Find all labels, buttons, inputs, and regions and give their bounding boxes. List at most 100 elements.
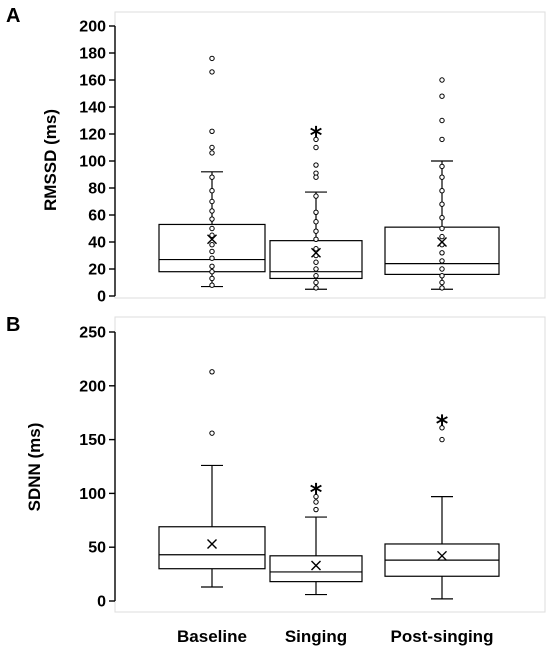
data-point	[313, 136, 319, 143]
data-point	[313, 273, 319, 279]
data-point	[439, 436, 445, 443]
y-tick-label: 0	[97, 289, 106, 306]
data-point	[313, 209, 319, 216]
data-point	[209, 150, 215, 156]
x-category-label-singing: Singing	[285, 627, 347, 646]
data-point	[209, 55, 215, 62]
data-point	[209, 282, 215, 288]
y-tick-label: 140	[79, 100, 106, 117]
data-point	[313, 236, 319, 243]
y-tick-label: 40	[88, 235, 106, 252]
data-point	[313, 228, 319, 234]
box-post-singing: *	[384, 410, 500, 600]
box-singing: *	[269, 479, 363, 596]
data-point	[313, 144, 319, 151]
box-baseline	[158, 55, 266, 288]
box-baseline	[158, 369, 266, 588]
data-point	[313, 506, 319, 513]
data-point	[439, 285, 445, 291]
y-tick-label: 100	[79, 154, 106, 171]
data-point	[439, 174, 445, 180]
data-point	[439, 225, 445, 232]
data-point	[439, 250, 445, 256]
data-point	[209, 188, 215, 194]
mean-marker-stroke	[207, 538, 217, 549]
y-axis-title-a: RMSSD (ms)	[41, 109, 60, 211]
data-point	[313, 493, 319, 500]
mean-marker-stroke	[437, 550, 447, 561]
mean-marker	[207, 234, 217, 245]
mean-marker-stroke	[311, 247, 321, 258]
panel-a-plot: 0 20 40 60 80 100 120 140 160 180 200 *	[79, 11, 546, 306]
mean-marker	[437, 237, 447, 247]
data-point	[313, 174, 319, 180]
data-point	[209, 255, 215, 261]
data-point	[439, 117, 445, 124]
data-point	[439, 425, 445, 431]
data-point	[209, 174, 215, 180]
box-singing: *	[269, 121, 363, 291]
y-tick-label: 150	[79, 432, 106, 449]
x-category-label-baseline: Baseline	[177, 627, 247, 646]
data-point	[439, 163, 445, 170]
y-tick-label: 250	[79, 325, 106, 342]
data-point	[209, 225, 215, 232]
y-tick-label: 160	[79, 73, 106, 90]
data-point	[209, 144, 215, 151]
significance-star: *	[436, 410, 449, 438]
data-point	[313, 193, 319, 199]
y-tick-label: 0	[97, 594, 106, 611]
mean-marker-stroke	[207, 234, 217, 245]
panel-frame	[114, 316, 546, 613]
data-point	[439, 258, 445, 264]
data-point	[209, 242, 215, 248]
y-tick-label: 60	[88, 208, 106, 225]
data-point	[439, 77, 445, 83]
data-point	[209, 369, 215, 375]
panel-label-b: B	[6, 314, 20, 336]
data-point	[209, 232, 215, 238]
data-point	[313, 246, 319, 252]
mean-marker-stroke	[437, 237, 447, 247]
y-tick-label: 200	[79, 378, 106, 395]
mean-marker	[437, 550, 447, 561]
data-point	[209, 69, 215, 75]
data-point	[209, 216, 215, 222]
x-category-label-post-singing: Post-singing	[391, 627, 494, 646]
data-point	[313, 219, 319, 225]
data-point	[313, 162, 319, 168]
mean-marker	[207, 538, 217, 549]
data-point	[439, 136, 445, 143]
y-tick-label: 180	[79, 46, 106, 63]
data-point	[439, 215, 445, 221]
data-point	[439, 279, 445, 286]
data-point	[209, 263, 215, 269]
mean-marker-stroke	[311, 560, 321, 571]
box-post-singing	[384, 77, 500, 291]
data-point	[439, 233, 445, 240]
data-point	[439, 201, 445, 207]
y-tick-label: 120	[79, 127, 106, 144]
data-point	[209, 275, 215, 282]
data-point	[439, 93, 445, 99]
y-tick-label: 50	[88, 540, 106, 557]
significance-star: *	[310, 479, 323, 507]
significance-star: *	[310, 121, 323, 149]
panel-label-a: A	[6, 5, 20, 27]
y-tick-label: 20	[88, 262, 106, 279]
data-point	[439, 188, 445, 194]
panel-b-plot: 0 50 100 150 200 250 * *	[79, 316, 546, 613]
y-tick-label: 200	[79, 19, 106, 36]
y-tick-label: 80	[88, 181, 106, 198]
mean-marker	[311, 247, 321, 258]
data-point	[313, 499, 319, 505]
iqr-box	[269, 555, 363, 583]
data-point	[209, 248, 215, 255]
panel-frame	[114, 11, 546, 299]
data-point	[313, 285, 319, 291]
y-tick-label: 100	[79, 486, 106, 503]
data-point	[209, 198, 215, 205]
data-point	[313, 279, 319, 286]
data-point	[209, 269, 215, 275]
